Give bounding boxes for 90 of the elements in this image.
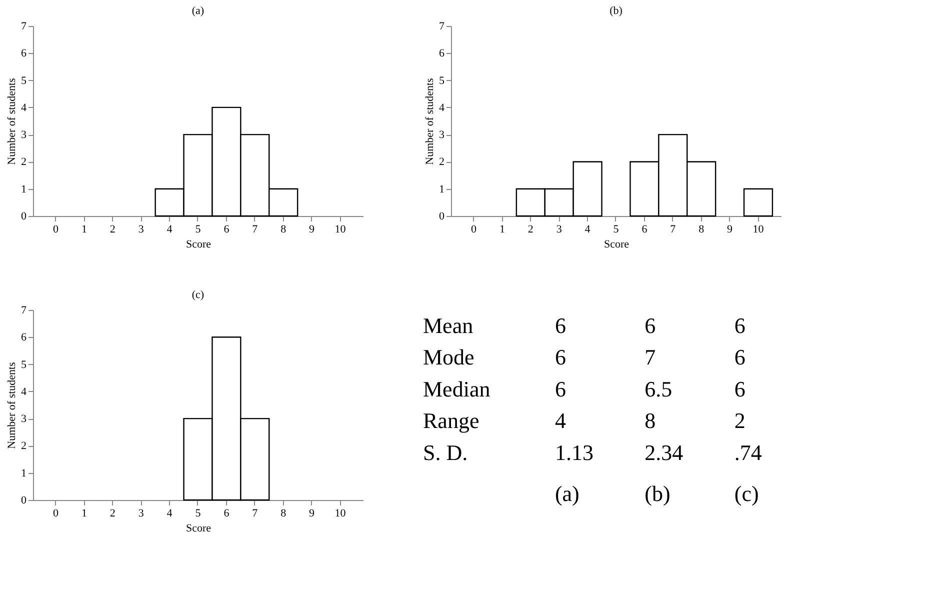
text: 6 bbox=[554, 376, 566, 402]
y-tick-label: 4 bbox=[439, 102, 445, 114]
y-axis-title: Number of students bbox=[6, 78, 18, 165]
y-tick-label: 1 bbox=[21, 183, 26, 196]
x-tick-label: 9 bbox=[727, 224, 734, 236]
y-tick-label: 5 bbox=[21, 358, 27, 371]
y-tick-label: 6 bbox=[21, 332, 27, 344]
x-tick-label: 4 bbox=[166, 224, 173, 236]
chart-title: (c) bbox=[192, 289, 204, 301]
text: 6 bbox=[734, 312, 746, 338]
y-tick-label: 4 bbox=[21, 102, 27, 114]
text: 2 bbox=[734, 408, 746, 434]
x-tick-label: 7 bbox=[252, 224, 258, 236]
y-tick-label: 3 bbox=[21, 129, 27, 142]
chart-title: (b) bbox=[610, 5, 623, 17]
x-tick-label: 5 bbox=[613, 224, 620, 236]
y-tick-label: 1 bbox=[21, 467, 26, 480]
x-tick-label: 0 bbox=[53, 224, 60, 236]
y-tick-label: 2 bbox=[21, 156, 26, 168]
y-tick-label: 0 bbox=[439, 210, 445, 222]
x-axis-title: Score bbox=[604, 238, 630, 250]
x-tick-label: 3 bbox=[556, 224, 562, 236]
text: 6 bbox=[734, 344, 746, 370]
text: Mean bbox=[423, 312, 474, 338]
bar bbox=[743, 188, 774, 217]
text: 6 bbox=[554, 312, 566, 338]
text: Mode bbox=[423, 344, 474, 370]
x-tick-label: 10 bbox=[752, 224, 764, 236]
x-tick-label: 7 bbox=[670, 224, 676, 236]
text: .74 bbox=[734, 440, 762, 465]
text: Median bbox=[423, 376, 490, 402]
y-tick-label: 7 bbox=[21, 304, 27, 316]
text: 6 bbox=[734, 376, 746, 402]
x-tick-label: 6 bbox=[642, 224, 648, 236]
text: 2.34 bbox=[644, 440, 684, 465]
y-tick-label: 6 bbox=[439, 48, 445, 60]
x-tick-label: 6 bbox=[224, 224, 230, 236]
x-tick-label: 1 bbox=[81, 508, 87, 520]
text: S. D. bbox=[423, 440, 468, 465]
x-tick-label: 4 bbox=[166, 508, 173, 520]
y-tick-label: 7 bbox=[21, 20, 27, 32]
text: 6.5 bbox=[644, 376, 672, 402]
x-tick-label: 4 bbox=[584, 224, 591, 236]
text: 6 bbox=[554, 344, 566, 370]
text: Range bbox=[423, 408, 480, 434]
x-tick-label: 3 bbox=[138, 508, 144, 520]
x-tick-label: 8 bbox=[698, 224, 705, 236]
text: 8 bbox=[644, 408, 656, 434]
x-tick-label: 6 bbox=[224, 508, 230, 520]
x-tick-label: 1 bbox=[81, 224, 87, 236]
x-tick-label: 9 bbox=[309, 508, 316, 520]
text: 7 bbox=[644, 344, 656, 370]
x-tick-label: 3 bbox=[138, 224, 144, 236]
y-tick-label: 3 bbox=[439, 129, 445, 142]
x-axis-title: Score bbox=[186, 522, 212, 534]
x-tick-label: 8 bbox=[280, 224, 287, 236]
y-tick-label: 0 bbox=[21, 494, 27, 506]
x-tick-label: 2 bbox=[110, 224, 116, 236]
x-axis-title: Score bbox=[186, 238, 212, 250]
x-tick-label: 1 bbox=[499, 224, 505, 236]
text: 6 bbox=[644, 312, 656, 338]
text: 4 bbox=[554, 408, 566, 434]
y-tick-label: 2 bbox=[21, 440, 26, 452]
x-tick-label: 10 bbox=[334, 224, 346, 236]
x-tick-label: 9 bbox=[309, 224, 316, 236]
y-tick-label: 7 bbox=[439, 20, 445, 32]
x-tick-label: 2 bbox=[528, 224, 534, 236]
y-tick-label: 5 bbox=[21, 74, 27, 87]
x-tick-label: 2 bbox=[110, 508, 116, 520]
y-tick-label: 3 bbox=[21, 413, 27, 426]
y-tick-label: 0 bbox=[21, 210, 27, 222]
y-tick-label: 2 bbox=[439, 156, 444, 168]
y-tick-label: 4 bbox=[21, 386, 27, 398]
y-axis-title: Number of students bbox=[424, 78, 436, 165]
text: (a) bbox=[554, 481, 580, 506]
x-tick-label: 10 bbox=[334, 508, 346, 520]
x-tick-label: 0 bbox=[471, 224, 478, 236]
x-tick-label: 8 bbox=[280, 508, 287, 520]
y-tick-label: 6 bbox=[21, 48, 27, 60]
x-tick-label: 0 bbox=[53, 508, 60, 520]
text: 1.13 bbox=[554, 440, 594, 465]
x-tick-label: 7 bbox=[252, 508, 258, 520]
text: (b) bbox=[644, 481, 670, 506]
y-tick-label: 1 bbox=[439, 183, 444, 196]
chart-title: (a) bbox=[192, 5, 204, 17]
y-tick-label: 5 bbox=[439, 74, 445, 87]
x-tick-label: 5 bbox=[195, 508, 202, 520]
y-axis-title: Number of students bbox=[6, 362, 18, 449]
text: (c) bbox=[734, 481, 759, 506]
x-tick-label: 5 bbox=[195, 224, 202, 236]
